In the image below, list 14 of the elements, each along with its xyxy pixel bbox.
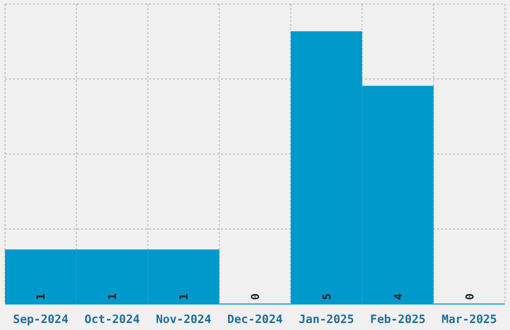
x-tick-label: Jan-2025 [298,312,354,326]
data-label: 1 [34,293,48,300]
x-tick-label: Sep-2024 [13,312,68,326]
data-label: 1 [178,293,191,300]
data-label: 1 [106,293,120,300]
x-tick-label: Feb-2025 [370,312,426,326]
x-tick-label: Dec-2024 [227,312,283,326]
data-label: 4 [392,293,405,300]
x-tick-label: Oct-2024 [84,312,140,326]
data-label: 0 [249,293,262,300]
data-label: 0 [463,293,476,300]
data-label: 5 [320,293,334,300]
x-tick-label: Nov-2024 [156,312,212,326]
x-tick-label: Mar-2025 [442,312,498,326]
